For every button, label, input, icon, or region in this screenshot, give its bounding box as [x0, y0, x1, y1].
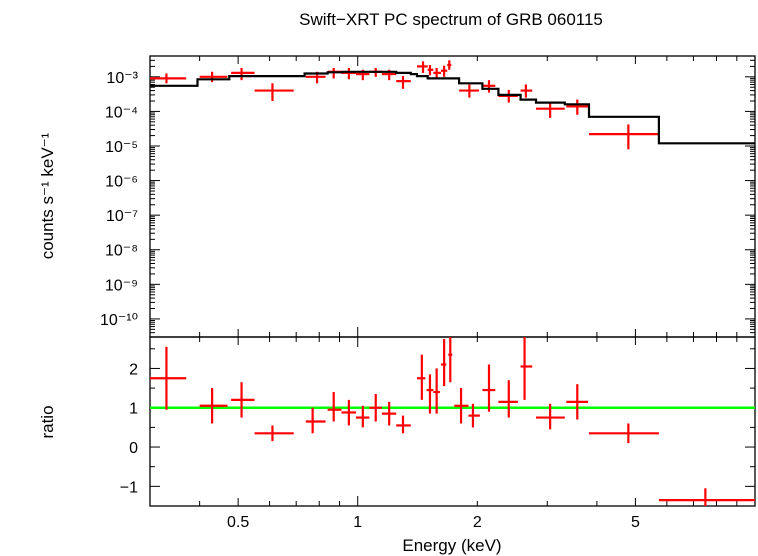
- data-point: [520, 337, 533, 400]
- data-point: [588, 423, 659, 444]
- plot-frame: [149, 336, 756, 507]
- data-point: [417, 354, 426, 400]
- data-point: [355, 405, 370, 428]
- data-point: [150, 73, 187, 84]
- data-point: [231, 382, 255, 418]
- data-point: [417, 61, 428, 73]
- chart-title: Swift−XRT PC spectrum of GRB 060115: [299, 10, 603, 29]
- y-tick-label: −1: [120, 479, 138, 496]
- data-point: [535, 101, 565, 118]
- model-curve: [150, 70, 755, 145]
- y-tick-label: 10⁻⁴: [105, 104, 138, 121]
- data-point: [482, 80, 496, 93]
- y-tick-label: 10⁻³: [106, 70, 138, 87]
- data-point: [482, 364, 496, 412]
- data-point: [459, 84, 480, 98]
- data-point: [447, 60, 452, 70]
- x-tick-label: 5: [631, 514, 640, 531]
- data-point: [588, 124, 659, 150]
- data-point: [535, 403, 565, 430]
- data-point: [454, 388, 469, 424]
- data-point: [199, 71, 228, 83]
- data-point: [566, 99, 589, 115]
- y-tick-label: 0: [129, 440, 138, 457]
- y-tick-label: 2: [129, 361, 138, 378]
- y-tick-label: 1: [129, 401, 138, 418]
- data-point: [396, 76, 411, 89]
- y-tick-label: 10⁻¹⁰: [100, 312, 138, 329]
- data-point: [199, 388, 228, 424]
- data-point: [440, 65, 448, 77]
- data-point: [381, 401, 397, 426]
- data-point: [254, 83, 294, 101]
- plot-frame: [149, 55, 756, 338]
- data-point: [427, 64, 434, 76]
- data-point: [498, 89, 518, 103]
- data-point: [498, 380, 518, 418]
- y-tick-label: 10⁻⁸: [105, 243, 138, 260]
- data-point: [658, 488, 755, 506]
- data-point: [433, 368, 440, 414]
- data-point: [341, 399, 356, 426]
- data-point: [305, 407, 326, 434]
- y-tick-label: 10⁻⁷: [106, 208, 138, 225]
- data-point: [369, 393, 382, 422]
- y-axis-label-spectrum: counts s⁻¹ keV⁻¹: [38, 132, 57, 259]
- ratio-plot: 2 1 0 −1 0.5 1 2 5: [120, 336, 756, 531]
- data-point: [468, 403, 480, 428]
- data-point: [231, 67, 255, 81]
- data-point: [433, 67, 441, 79]
- x-tick-label: 0.5: [227, 514, 249, 531]
- y-tick-label: 10⁻⁵: [105, 139, 138, 156]
- data-point: [341, 67, 356, 80]
- y-axis-label-ratio: ratio: [38, 405, 57, 438]
- spectrum-plot: 10⁻³ 10⁻⁴ 10⁻⁵ 10⁻⁶ 10⁻⁷ 10⁻⁸ 10⁻⁹ 10⁻¹⁰: [100, 55, 756, 338]
- data-point: [396, 415, 411, 434]
- data-point: [426, 374, 434, 414]
- data-point: [520, 84, 533, 98]
- x-tick-label: 2: [473, 514, 482, 531]
- data-point: [566, 384, 589, 420]
- x-axis-label: Energy (keV): [402, 536, 501, 555]
- data-point: [440, 338, 447, 387]
- data-point: [327, 392, 342, 422]
- y-tick-label: 10⁻⁶: [105, 174, 138, 191]
- x-tick-label: 1: [353, 514, 362, 531]
- data-point: [254, 425, 294, 442]
- y-tick-label: 10⁻⁹: [105, 277, 138, 294]
- data-point: [448, 337, 453, 383]
- data-point: [150, 346, 187, 410]
